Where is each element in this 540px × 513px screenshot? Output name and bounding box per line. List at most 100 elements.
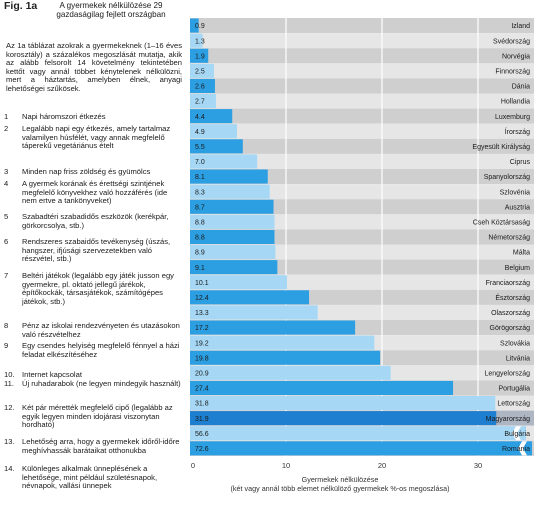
bar xyxy=(190,94,216,109)
category-label: Ciprus xyxy=(510,159,531,166)
bar xyxy=(190,229,275,244)
list-item-number: 4 xyxy=(4,179,9,188)
list-item-text: Lehetőség arra, hogy a gyermekek időről-… xyxy=(22,437,180,455)
bar xyxy=(190,124,238,139)
row-background xyxy=(190,138,534,154)
bar xyxy=(190,199,274,214)
bar xyxy=(190,139,243,154)
list-item-number: 10. xyxy=(4,370,15,379)
value-label: 1.3 xyxy=(195,38,205,45)
row-background xyxy=(190,229,534,245)
value-label: 31.9 xyxy=(195,416,209,423)
list-item-text: Napi háromszori étkezés xyxy=(22,112,106,121)
bar xyxy=(190,245,276,260)
bar xyxy=(190,426,526,441)
category-label: Portugália xyxy=(498,386,530,393)
category-label: Finnország xyxy=(495,68,530,75)
value-label: 2.5 xyxy=(195,68,205,75)
bar xyxy=(190,48,209,63)
bar xyxy=(190,305,318,320)
bar xyxy=(190,33,203,48)
figure-label: Fig. 1a xyxy=(4,0,38,12)
bar xyxy=(190,78,215,93)
category-label: Hollandia xyxy=(501,99,530,106)
category-label: Szlovénia xyxy=(500,189,530,196)
category-label: Málta xyxy=(513,250,530,257)
value-label: 8.1 xyxy=(195,174,205,181)
row-background xyxy=(190,123,534,139)
list-item-number: 8 xyxy=(4,321,9,330)
list-item-text: Minden nap friss zöldség és gyümölcs xyxy=(22,167,151,176)
list-item-number: 2 xyxy=(4,124,9,133)
category-label: Egyesült Királyság xyxy=(472,144,530,151)
category-label: Szlovákia xyxy=(500,340,530,347)
category-label: Olaszország xyxy=(491,310,530,317)
bar xyxy=(190,396,496,411)
list-item-text: Beltéri játékok (legalább egy játék juss… xyxy=(22,271,174,306)
bar xyxy=(190,350,381,365)
list-item-number: 3 xyxy=(4,167,9,176)
list-item-text: A gyermek korának és érettségi szintjéne… xyxy=(22,179,168,206)
list-item-number: 9 xyxy=(4,341,9,350)
category-label: Izland xyxy=(511,23,530,30)
list-item-number: 5 xyxy=(4,212,9,221)
category-label: Lettország xyxy=(497,401,530,408)
chart-svg: 0.9 Izland 1.3 Svédország 1.9 Norvégia 2.5 Finn… xyxy=(190,18,534,493)
bar xyxy=(190,290,310,305)
bar xyxy=(190,260,278,275)
value-label: 8.9 xyxy=(195,250,205,257)
category-label: Cseh Köztársaság xyxy=(473,219,530,226)
axis-break-mark xyxy=(518,441,527,456)
bar xyxy=(190,275,287,290)
list-item-number: 6 xyxy=(4,237,9,246)
list-item-text: Új ruhadarabok (ne legyen mindegyik hasz… xyxy=(22,379,181,388)
bar xyxy=(190,154,258,169)
category-label: Ausztria xyxy=(505,204,530,211)
list-item-text: Egy csendes helyiség megfelelő fénnyel a… xyxy=(22,341,180,359)
list-item-number: 11. xyxy=(4,379,14,388)
list-item-number: 7 xyxy=(4,271,9,280)
bar xyxy=(190,109,233,124)
category-label: Magyarország xyxy=(486,416,530,423)
row-background xyxy=(190,153,534,169)
value-label: 8.7 xyxy=(195,204,205,211)
category-label: Luxemburg xyxy=(495,114,530,121)
category-label: Norvégia xyxy=(502,53,530,60)
category-label: Írország xyxy=(505,127,530,136)
bar xyxy=(190,18,199,33)
bar xyxy=(190,380,454,395)
bar xyxy=(190,365,391,380)
value-label: 5.5 xyxy=(195,144,205,151)
row-background xyxy=(190,78,534,94)
x-tick-label: 10 xyxy=(282,461,290,470)
x-tick-label: 20 xyxy=(378,461,386,470)
value-label: 27.4 xyxy=(195,386,209,393)
category-label: Svédország xyxy=(493,38,530,45)
x-tick-label: 0 xyxy=(191,461,195,470)
figure-title: A gyermekek nélkülözése 29 gazdaságilag … xyxy=(56,1,166,19)
list-item-number: 12. xyxy=(4,403,15,412)
bar xyxy=(190,63,214,78)
category-label: Lengyelország xyxy=(484,370,530,377)
row-background xyxy=(190,63,534,79)
row-background xyxy=(190,244,534,260)
category-label: Románia xyxy=(502,446,530,453)
value-label: 7.0 xyxy=(195,159,205,166)
row-background xyxy=(190,214,534,230)
category-label: Bulgária xyxy=(504,431,530,438)
list-item-text: Két pár mérették megfelelő cipő (legaláb… xyxy=(22,403,173,430)
deprivation-bar-chart: 0.9 Izland 1.3 Svédország 1.9 Norvégia 2.5 Finn… xyxy=(186,0,540,508)
row-background xyxy=(190,169,534,185)
value-label: 8.8 xyxy=(195,219,205,226)
value-label: 13.3 xyxy=(195,310,209,317)
list-item-number: 1 xyxy=(4,112,9,121)
value-label: 9.1 xyxy=(195,265,205,272)
row-background xyxy=(190,108,534,124)
left-text-panel: Fig. 1a A gyermekek nélkülözése 29 gazda… xyxy=(0,0,186,508)
row-background xyxy=(190,184,534,200)
category-label: Németország xyxy=(488,235,530,242)
value-label: 1.9 xyxy=(195,53,205,60)
bar xyxy=(190,169,268,184)
value-label: 8.8 xyxy=(195,235,205,242)
list-item-text: Internet kapcsolat xyxy=(22,370,82,379)
